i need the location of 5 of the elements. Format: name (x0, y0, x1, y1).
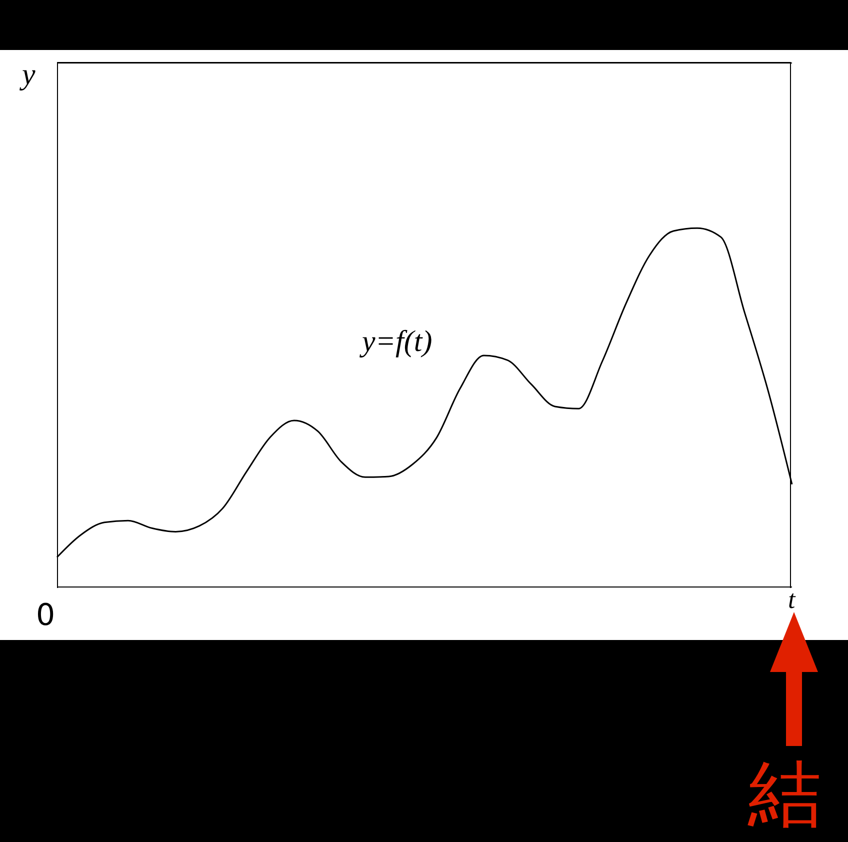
text: 結 (748, 751, 822, 837)
series-label: y=f(t) (362, 325, 432, 359)
text: 0 (36, 598, 56, 633)
y-axis-title: y (22, 58, 36, 92)
x-axis-title: t (788, 585, 796, 615)
